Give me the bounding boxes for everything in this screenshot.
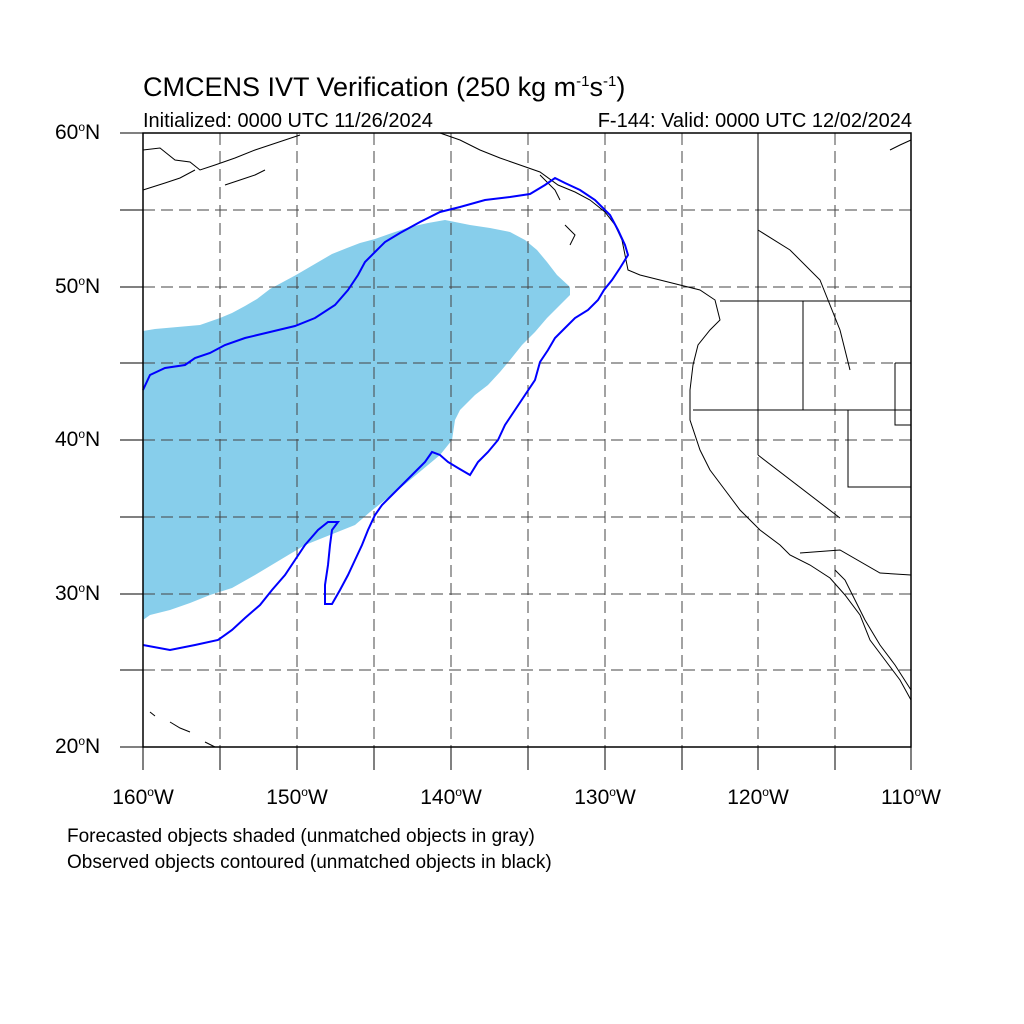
lat-label-30: 30oN xyxy=(55,581,101,605)
borders xyxy=(693,133,912,576)
lon-label-160w: 160oW xyxy=(112,785,174,809)
lon-label-140w: 140oW xyxy=(420,785,482,809)
lon-label-130w: 130oW xyxy=(574,785,636,809)
axis-ticks xyxy=(120,132,912,770)
initialized-time: Initialized: 0000 UTC 11/26/2024 xyxy=(143,110,433,132)
legend-observed: Observed objects contoured (unmatched ob… xyxy=(67,852,552,873)
lon-label-110w: 110oW xyxy=(881,785,941,809)
lat-label-40: 40oN xyxy=(55,427,101,451)
lon-label-150w: 150oW xyxy=(266,785,328,809)
lon-label-120w: 120oW xyxy=(727,785,789,809)
coastlines xyxy=(142,132,912,748)
lat-label-50: 50oN xyxy=(55,274,101,298)
valid-time: F-144: Valid: 0000 UTC 12/02/2024 xyxy=(597,110,912,132)
observed-object xyxy=(142,176,630,652)
lat-label-60: 60oN xyxy=(55,120,101,144)
forecast-object xyxy=(143,220,570,620)
map-title: CMCENS IVT Verification (250 kg m-1s-1) xyxy=(143,72,626,102)
lat-label-20: 20oN xyxy=(55,734,101,758)
legend-forecast: Forecasted objects shaded (unmatched obj… xyxy=(67,826,535,847)
graticule xyxy=(143,133,911,747)
